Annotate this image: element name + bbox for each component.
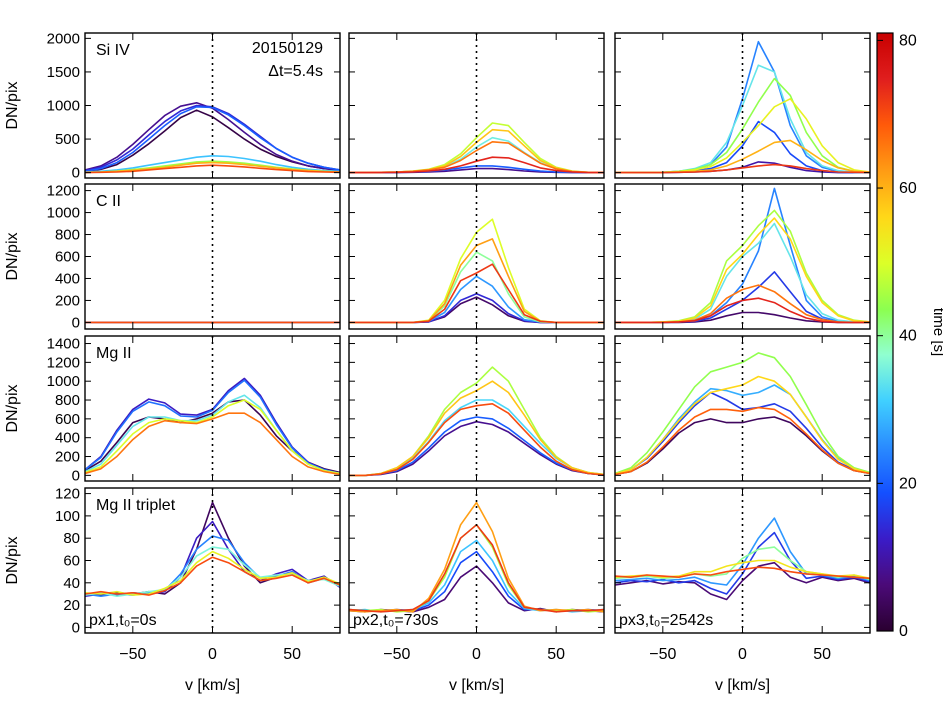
y-tick-label: 400 — [55, 430, 80, 447]
panel: 0 200 400 600 800 1000 1200 C II — [47, 183, 341, 331]
y-tick-label: 600 — [55, 411, 80, 428]
x-tick-label: −50 — [383, 646, 410, 663]
x-tick-label: 0 — [208, 646, 217, 663]
column-label: px1,t₀=0s — [89, 612, 157, 629]
series-line — [615, 297, 870, 324]
y-tick-label: 0 — [72, 165, 80, 182]
x-tick-label: −50 — [649, 646, 676, 663]
panel: −50 0 50 px3,t₀=2542s — [614, 487, 871, 663]
colorbar-gradient — [876, 32, 894, 632]
y-tick-label: 800 — [55, 392, 80, 409]
y-tick-label: 20 — [63, 597, 80, 614]
y-tick-label: 1500 — [47, 64, 80, 81]
x-tick-label: 0 — [472, 646, 481, 663]
y-tick-label: 100 — [55, 508, 80, 525]
series-line — [615, 163, 870, 174]
y-tick-label: 0 — [72, 467, 80, 484]
colorbar-tick-label: 0 — [899, 623, 908, 640]
series-line — [615, 566, 870, 580]
series-line — [85, 379, 340, 475]
x-tick-label: 50 — [283, 646, 301, 663]
y-axis-label: DN/pix — [4, 81, 21, 129]
y-tick-label: 200 — [55, 449, 80, 466]
x-axis-label: v [km/s] — [185, 677, 240, 694]
series-line — [85, 556, 340, 596]
series-line — [349, 380, 604, 477]
series-line — [615, 352, 870, 475]
colorbar-ticks: 0 20 40 60 80 — [877, 32, 917, 640]
y-tick-label: 1000 — [47, 205, 80, 222]
y-tick-label: 120 — [55, 486, 80, 503]
y-axis-label: DN/pix — [4, 232, 21, 280]
x-axis-label: v [km/s] — [715, 677, 770, 694]
panel: 0 500 1000 1500 2000 Si IV — [47, 30, 341, 182]
y-tick-label: 1000 — [47, 373, 80, 390]
series-line — [349, 402, 604, 477]
panel — [348, 183, 605, 330]
y-tick-label: 0 — [72, 314, 80, 331]
panel — [614, 183, 871, 330]
series-line — [85, 106, 340, 173]
series-line — [349, 156, 604, 174]
panel — [348, 32, 605, 179]
y-tick-label: 1200 — [47, 354, 80, 371]
y-tick-label: 600 — [55, 249, 80, 266]
x-axis-label: v [km/s] — [449, 677, 504, 694]
series-line — [349, 263, 604, 324]
annotations: 20150129 Δt=5.4s — [252, 40, 323, 80]
y-tick-label: 500 — [55, 131, 80, 148]
series-line — [85, 412, 340, 476]
row-label: Mg II triplet — [96, 497, 176, 514]
series-line — [349, 218, 604, 324]
y-tick-label: 1000 — [47, 98, 80, 115]
series-line — [349, 296, 604, 324]
panel — [348, 335, 605, 482]
colorbar: 0 20 40 60 80 time [s] — [876, 32, 943, 640]
y-tick-label: 40 — [63, 575, 80, 592]
y-tick-label: 800 — [55, 227, 80, 244]
series-line — [85, 399, 340, 475]
y-tick-label: 60 — [63, 553, 80, 570]
series-line — [85, 155, 340, 173]
y-tick-label: 1200 — [47, 183, 80, 200]
panel — [614, 335, 871, 482]
row-label: Mg II — [96, 345, 132, 362]
colorbar-label: time [s] — [930, 308, 943, 356]
panel: 0 20 40 60 80 100 120 −50 0 50 Mg II triplet px1,t₀… — [55, 486, 341, 663]
column-label: px3,t₀=2542s — [619, 612, 713, 629]
date-label: 20150129 — [252, 40, 323, 57]
colorbar-tick-label: 60 — [899, 180, 917, 197]
y-tick-label: 1400 — [47, 336, 80, 353]
series-line — [615, 406, 870, 476]
x-tick-label: −50 — [119, 646, 146, 663]
x-tick-label: 50 — [547, 646, 565, 663]
series-line — [615, 271, 870, 324]
column-label: px2,t₀=730s — [353, 612, 438, 629]
x-tick-label: 0 — [738, 646, 747, 663]
y-tick-label: 400 — [55, 270, 80, 287]
y-axis-label: DN/pix — [4, 384, 21, 432]
colorbar-tick-label: 40 — [899, 328, 917, 345]
row-label: C II — [96, 193, 121, 210]
series-line — [615, 384, 870, 475]
colorbar-tick-label: 80 — [899, 32, 917, 49]
panel: −50 0 50 px2,t₀=730s — [348, 487, 605, 663]
cadence-label: Δt=5.4s — [268, 63, 323, 80]
y-tick-label: 2000 — [47, 30, 80, 47]
x-tick-label: 50 — [813, 646, 831, 663]
series-line — [349, 501, 604, 613]
colorbar-tick-label: 20 — [899, 475, 917, 492]
series-line — [615, 561, 870, 601]
panel — [614, 32, 871, 179]
y-tick-label: 200 — [55, 292, 80, 309]
y-axis-label: DN/pix — [4, 536, 21, 584]
y-tick-label: 80 — [63, 530, 80, 547]
series-line — [85, 161, 340, 174]
row-label: Si IV — [96, 42, 130, 59]
y-tick-label: 0 — [72, 619, 80, 636]
